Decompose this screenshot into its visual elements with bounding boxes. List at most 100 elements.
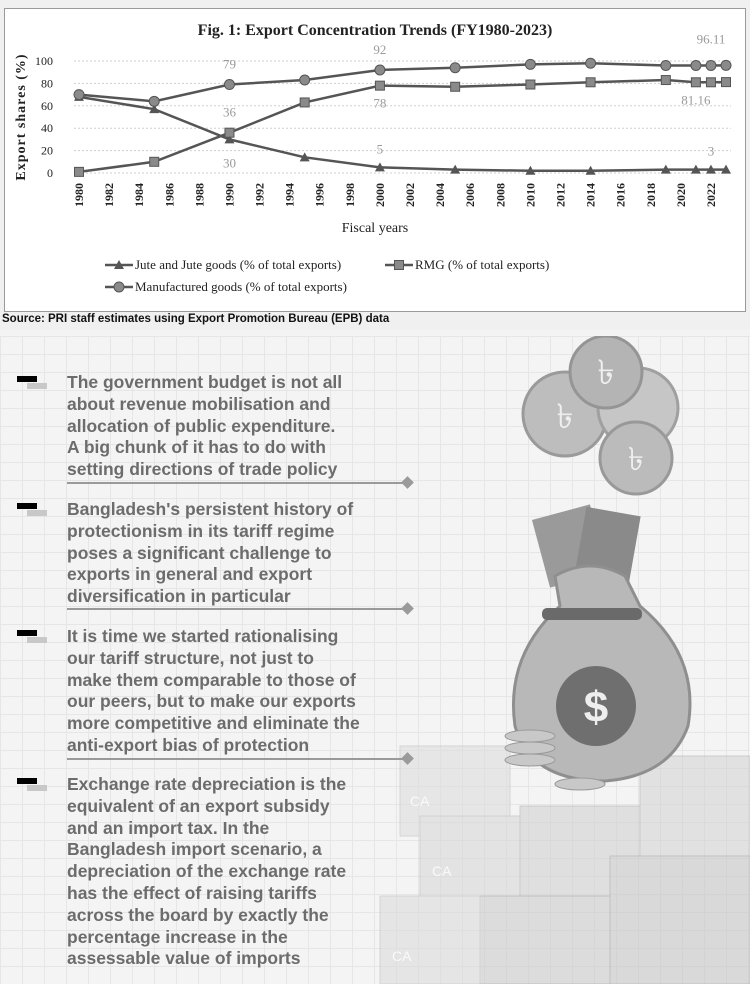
x-tick-label: 2010: [523, 183, 537, 207]
data-point-square: [690, 77, 701, 88]
y-tick-label: 20: [41, 144, 53, 158]
x-tick-label: 1996: [313, 183, 327, 207]
data-label: 79: [223, 57, 236, 72]
legend-label: Jute and Jute goods (% of total exports): [135, 257, 341, 272]
x-tick-label: 2018: [644, 183, 658, 207]
data-label: 5: [377, 141, 384, 156]
data-point-circle: [660, 59, 672, 71]
data-point-triangle: [374, 162, 385, 172]
x-tick-label: 2020: [674, 183, 688, 207]
coins-icon: ৳ ৳ ৳: [521, 336, 680, 496]
data-point-triangle: [705, 164, 716, 174]
data-label: 36: [223, 105, 237, 120]
data-point-square: [705, 77, 716, 88]
bullet-marker-shadow: [27, 383, 47, 389]
data-point-circle: [585, 57, 597, 69]
data-point-triangle: [450, 164, 461, 174]
money-bag-icon: $: [504, 504, 692, 791]
x-tick-label: 2016: [614, 183, 628, 207]
y-tick-label: 80: [41, 76, 53, 90]
bullet-marker-icon: [17, 630, 37, 636]
dollar-symbol: $: [584, 683, 608, 732]
legend-marker-circle: [113, 281, 125, 293]
chart-frame: Fig. 1: Export Concentration Trends (FY1…: [4, 8, 746, 312]
data-point-triangle: [299, 152, 310, 162]
data-point-square: [450, 81, 461, 92]
data-point-square: [74, 166, 84, 177]
divider: [67, 608, 403, 610]
x-tick-label: 1990: [222, 183, 236, 207]
data-label: 81.16: [681, 92, 711, 107]
data-point-square: [299, 97, 310, 108]
bullet-marker-icon: [17, 376, 37, 382]
data-point-circle: [223, 79, 235, 91]
x-tick-label: 1998: [343, 183, 357, 207]
x-tick-label: 1984: [132, 183, 146, 207]
data-label: 78: [373, 96, 386, 111]
x-tick-label: 2012: [553, 183, 567, 207]
y-tick-label: 100: [35, 54, 53, 68]
container-mark: CA: [392, 948, 412, 964]
infographic-panel: CA CA CA ৳ ৳ ৳ $ The government: [0, 336, 750, 984]
bullet-text: Exchange rate depreciation is the equiva…: [67, 774, 347, 969]
data-label: 96.11: [697, 31, 726, 46]
divider: [67, 482, 403, 484]
data-point-square: [374, 80, 385, 91]
data-label: 30: [223, 155, 236, 170]
x-tick-label: 2004: [433, 183, 447, 207]
bullet-marker-shadow: [27, 785, 47, 791]
bullet-marker-icon: [17, 503, 37, 509]
x-tick-label: 1988: [192, 183, 206, 207]
bullet-text: It is time we started rationalising our …: [67, 626, 360, 755]
chart-title: Fig. 1: Export Concentration Trends (FY1…: [198, 22, 553, 39]
data-point-triangle: [721, 164, 731, 174]
export-concentration-chart: Fig. 1: Export Concentration Trends (FY1…: [14, 22, 732, 294]
taka-symbol: ৳: [557, 397, 574, 437]
divider: [67, 758, 403, 760]
bullet-marker-shadow: [27, 510, 47, 516]
data-point-circle: [705, 59, 717, 71]
bullet-marker-shadow: [27, 637, 47, 643]
legend-label: Manufactured goods (% of total exports): [135, 279, 347, 294]
data-point-square: [585, 77, 596, 88]
container-mark: CA: [410, 793, 430, 809]
data-point-circle: [449, 62, 461, 74]
y-tick-label: 60: [41, 99, 53, 113]
x-tick-label: 1982: [102, 183, 116, 207]
x-tick-label: 1992: [253, 183, 267, 207]
series-line-square: [78, 78, 727, 174]
bullet-marker-icon: [17, 778, 37, 784]
x-tick-label: 1980: [72, 183, 86, 207]
data-point-circle: [524, 58, 536, 70]
y-axis-label: Export shares (%): [14, 53, 29, 180]
y-tick-label: 0: [47, 166, 53, 180]
data-label: 92: [373, 42, 386, 57]
data-point-circle: [720, 59, 732, 71]
shipping-containers-illustration: CA CA CA: [379, 745, 750, 984]
x-tick-label: 2002: [403, 183, 417, 207]
x-axis-label: Fiscal years: [342, 221, 408, 236]
data-point-circle: [148, 95, 160, 107]
y-tick-label: 40: [41, 121, 53, 135]
series-line-triangle: [78, 95, 726, 173]
data-point-square: [149, 156, 160, 167]
x-tick-label: 2022: [704, 183, 718, 207]
data-point-triangle: [660, 164, 671, 174]
data-point-triangle: [585, 165, 596, 175]
taka-symbol: ৳: [628, 440, 644, 478]
x-tick-label: 2000: [373, 183, 387, 207]
data-point-circle: [73, 89, 85, 101]
x-tick-label: 2008: [493, 183, 507, 207]
data-point-square: [660, 75, 671, 86]
data-point-square: [525, 79, 536, 90]
x-tick-label: 1994: [283, 183, 297, 207]
legend-marker-triangle: [114, 260, 124, 269]
bullet-text: The government budget is not all about r…: [67, 372, 343, 480]
legend-marker-square: [394, 260, 404, 270]
container-mark: CA: [432, 863, 452, 879]
data-point-triangle: [224, 134, 235, 144]
data-point-square: [721, 77, 731, 88]
data-point-triangle: [525, 165, 536, 175]
bullet-text: Bangladesh's persistent history of prote…: [67, 499, 354, 607]
chart-source: Source: PRI staff estimates using Export…: [2, 313, 390, 325]
